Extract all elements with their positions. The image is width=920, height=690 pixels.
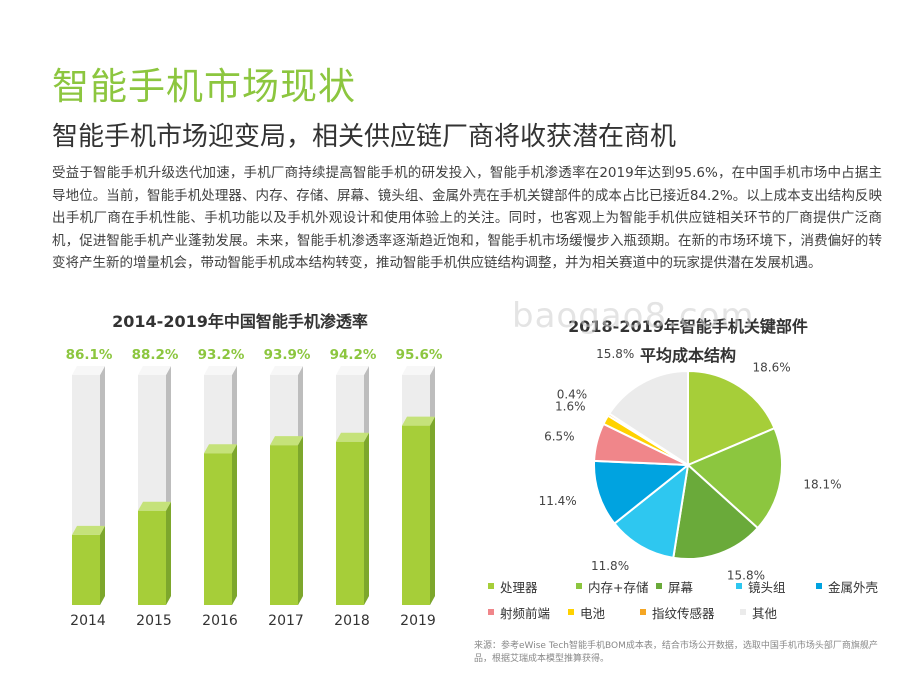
bar-category-label: 2019: [400, 613, 436, 629]
cost-structure-pie-chart: 2018-2019年智能手机关键部件 平均成本结构 18.6% 18.1% 15.8…: [539, 317, 842, 582]
legend-swatch: [640, 609, 646, 615]
pie-slice-内存+存储: [686, 426, 783, 530]
pie-chart-title-line2: 平均成本结构: [640, 346, 736, 365]
legend-label: 电池: [580, 605, 606, 621]
bar-chart-title: 2014-2019年中国智能手机渗透率: [112, 312, 368, 331]
legend-swatch: [488, 583, 494, 589]
pie-value-label: 0.4%: [557, 387, 588, 401]
pie-value-label: 11.8%: [591, 559, 629, 573]
legend-item-memory-storage: 内存+存储: [576, 577, 656, 596]
legend-item-screen: 屏幕: [656, 577, 736, 596]
legend-label: 镜头组: [748, 579, 786, 595]
pie-value-label: 15.8%: [596, 347, 634, 361]
pie-slice-屏幕: [672, 463, 760, 560]
bar-value-label: 95.6%: [396, 347, 443, 363]
bar-category-label: 2015: [136, 613, 172, 629]
legend-item-processor: 处理器: [488, 577, 576, 596]
legend-row: 处理器 内存+存储 屏幕 镜头组 金属外壳: [488, 573, 908, 599]
bar-value-label: 86.1%: [66, 347, 113, 363]
page-subtitle: 智能手机市场迎变局，相关供应链厂商将收获潜在商机: [52, 122, 677, 152]
legend-item-metal-case: 金属外壳: [816, 577, 878, 596]
legend-item-fingerprint: 指纹传感器: [640, 603, 740, 622]
pie-chart-title-line1: 2018-2019年智能手机关键部件: [568, 317, 808, 336]
legend-label: 处理器: [500, 579, 538, 595]
page-title: 智能手机市场现状: [52, 65, 356, 108]
bar-category-label: 2016: [202, 613, 238, 629]
watermark: baogao8.com: [512, 296, 755, 336]
legend-label: 金属外壳: [828, 579, 879, 595]
pie-value-label: 11.4%: [539, 494, 577, 508]
legend-swatch: [736, 583, 742, 589]
pie-value-label: 18.1%: [803, 477, 841, 491]
bar-2015: [138, 501, 171, 605]
legend-item-battery: 电池: [568, 603, 640, 622]
legend-item-rf: 射频前端: [488, 603, 568, 622]
bar-category-label: 2014: [70, 613, 106, 629]
pie-value-label: 18.6%: [753, 360, 791, 374]
legend-item-other: 其他: [740, 603, 777, 622]
bar-2016: [204, 444, 237, 605]
legend-label: 射频前端: [500, 605, 551, 621]
legend-label: 屏幕: [668, 579, 694, 595]
legend-swatch: [656, 583, 662, 589]
pie-slice-镜头组: [613, 462, 690, 559]
legend-label: 其他: [752, 605, 778, 621]
pie-slice-处理器: [687, 369, 776, 467]
body-paragraph: 受益于智能手机升级迭代加速，手机厂商持续提高智能手机的研发投入，智能手机渗透率在…: [52, 165, 882, 271]
pie-slice-其他: [607, 369, 689, 467]
bar-value-label: 88.2%: [132, 347, 179, 363]
source-note: 来源：参考eWise Tech智能手机BOM成本表，结合市场公开数据，选取中国手…: [474, 641, 878, 664]
legend-label: 内存+存储: [588, 579, 649, 595]
bar-2017: [270, 436, 303, 605]
bar-2018: [336, 432, 369, 605]
bar-value-label: 93.2%: [198, 347, 245, 363]
pie-value-label: 1.6%: [555, 400, 586, 414]
bar-value-label: 93.9%: [264, 347, 311, 363]
pie-value-label: 6.5%: [544, 429, 575, 443]
pie-legend: 处理器 内存+存储 屏幕 镜头组 金属外壳 射频前端 电池 指纹传: [488, 573, 908, 625]
pie-group: 18.6% 18.1% 15.8% 11.8% 11.4% 6.5% 1.6%0.4% 15.…: [539, 347, 842, 582]
legend-swatch: [576, 583, 582, 589]
bar-2014: [72, 525, 105, 605]
legend-item-camera: 镜头组: [736, 577, 816, 596]
bar-category-label: 2017: [268, 613, 304, 629]
penetration-bar-chart: 2014-2019年中国智能手机渗透率 86.1% 2014 88.2% 2015 93…: [66, 312, 443, 629]
bar-value-label: 94.2%: [330, 347, 377, 363]
legend-swatch: [816, 583, 822, 589]
pie-slice-金属外壳: [593, 459, 691, 525]
bar-category-label: 2018: [334, 613, 370, 629]
legend-swatch: [568, 609, 574, 615]
bar-2019: [402, 416, 435, 605]
legend-row: 射频前端 电池 指纹传感器 其他: [488, 599, 908, 625]
bar-group: 86.1% 2014 88.2% 2015 93.2% 2016 93.9% 2017 94.2…: [66, 347, 443, 629]
legend-swatch: [740, 609, 746, 615]
legend-swatch: [488, 609, 494, 615]
legend-label: 指纹传感器: [652, 605, 715, 621]
pie-value-label: 15.8%: [727, 568, 765, 582]
